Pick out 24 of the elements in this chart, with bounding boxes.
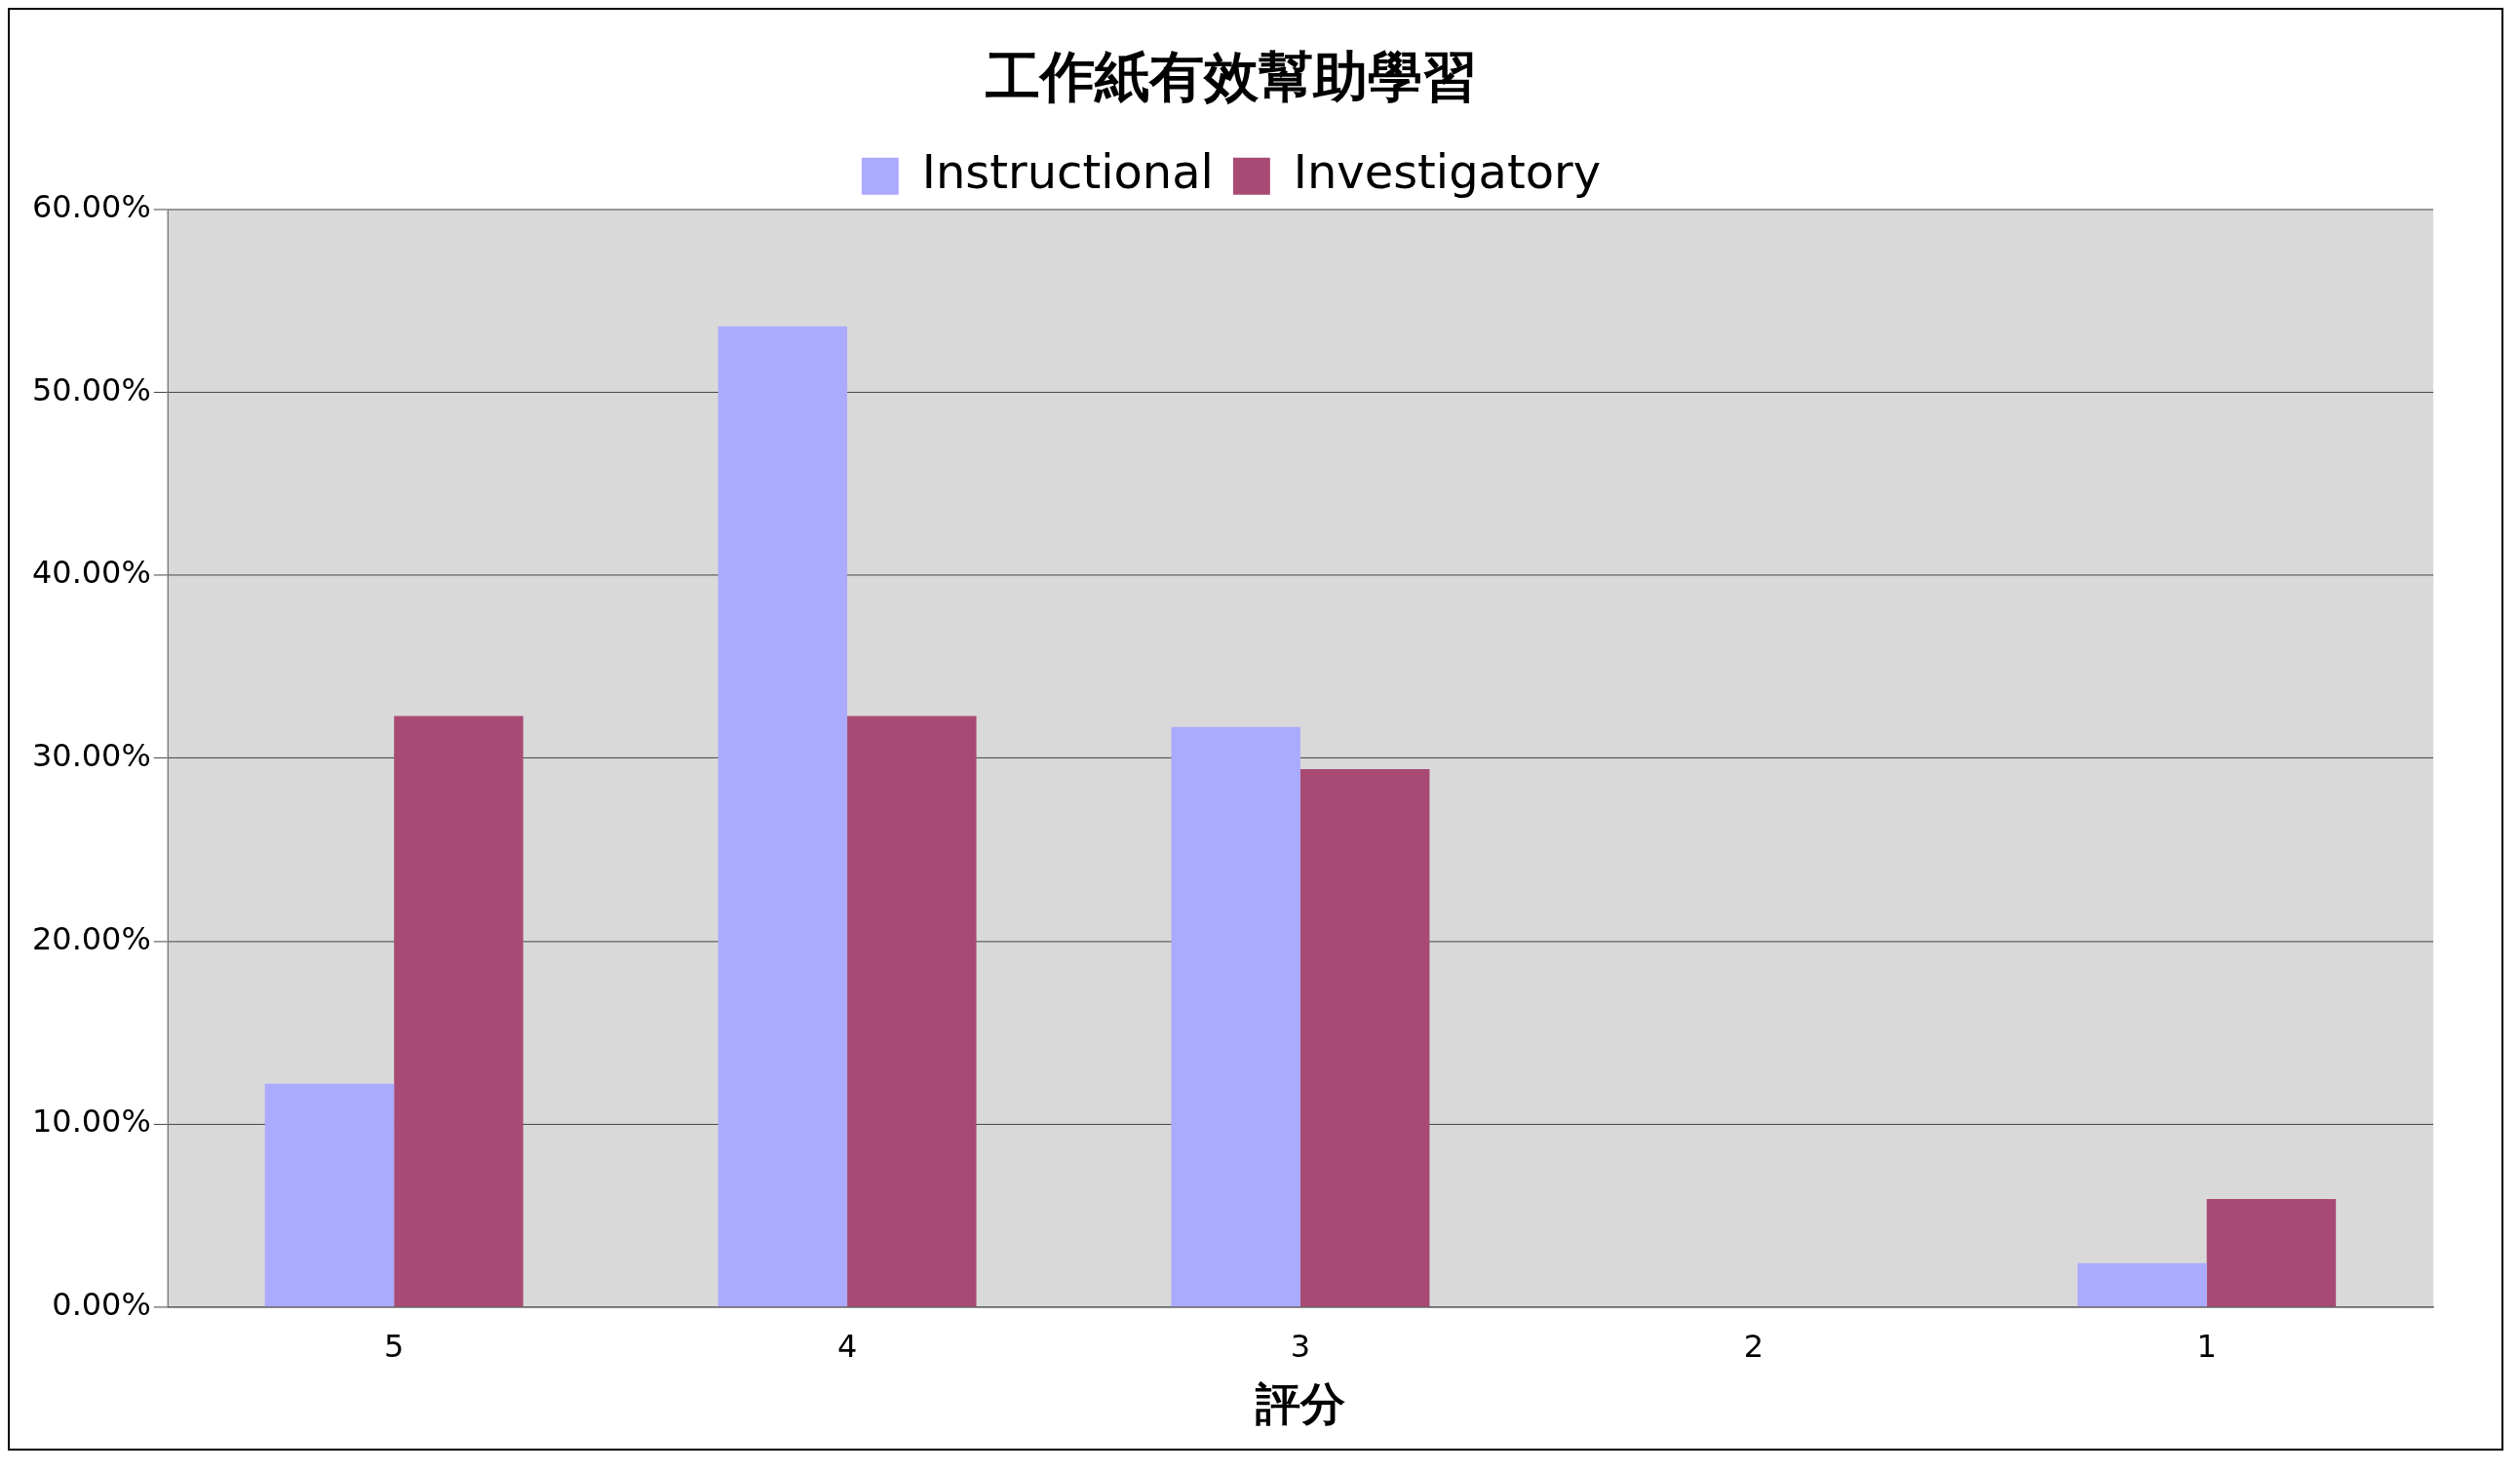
x-tick-label: 2 bbox=[1743, 1328, 1764, 1366]
x-tick-label: 5 bbox=[384, 1328, 405, 1366]
bar bbox=[1299, 768, 1430, 1307]
x-tick-label: 4 bbox=[836, 1328, 858, 1366]
bar bbox=[2077, 1262, 2207, 1307]
x-tick-label: 3 bbox=[1290, 1328, 1311, 1366]
chart-title: 工作紙有效幫助學習 bbox=[985, 44, 1478, 108]
y-tick-label: 60.00% bbox=[32, 187, 151, 225]
bar bbox=[847, 716, 977, 1307]
x-axis-title: 評分 bbox=[1254, 1377, 1345, 1431]
y-tick-label: 20.00% bbox=[32, 919, 151, 957]
bar bbox=[717, 326, 848, 1307]
bar bbox=[264, 1083, 395, 1307]
y-tick-label: 0.00% bbox=[52, 1286, 151, 1324]
y-tick-label: 30.00% bbox=[32, 737, 151, 774]
bar bbox=[1171, 726, 1300, 1307]
legend-label: Investigatory bbox=[1293, 145, 1602, 200]
bar bbox=[394, 716, 523, 1307]
y-tick-label: 10.00% bbox=[32, 1103, 151, 1141]
legend-label: Instructional bbox=[921, 145, 1214, 200]
bar bbox=[2206, 1199, 2337, 1307]
y-tick-label: 40.00% bbox=[32, 554, 151, 592]
y-tick-label: 50.00% bbox=[32, 370, 151, 408]
x-tick-label: 1 bbox=[2196, 1328, 2217, 1366]
